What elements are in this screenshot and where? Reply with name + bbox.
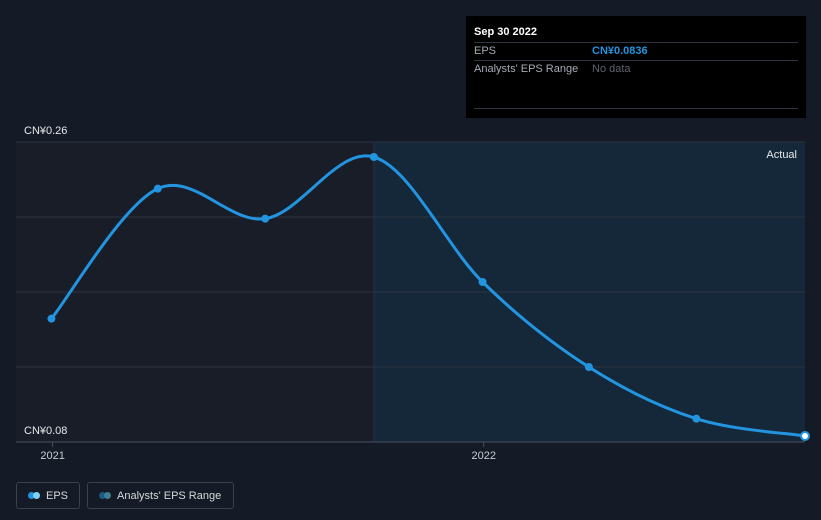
tooltip-range-label: Analysts' EPS Range <box>474 63 579 75</box>
eps-data-point <box>584 363 593 371</box>
legend-item-analysts-range[interactable]: Analysts' EPS Range <box>87 482 234 509</box>
eps-data-point <box>478 278 487 286</box>
eps-data-point <box>692 414 701 423</box>
legend-range-dot-2 <box>104 492 111 499</box>
tooltip-range-value: No data <box>592 63 631 75</box>
y-axis-label-min: CN¥0.08 <box>24 425 67 437</box>
tooltip: Sep 30 2022 EPS CN¥0.0836 Analysts' EPS … <box>466 16 806 118</box>
eps-data-point <box>261 214 270 223</box>
legend-range-swatch <box>99 492 111 499</box>
eps-data-point <box>369 153 378 161</box>
x-tick-label: 2022 <box>471 450 495 462</box>
legend-eps-label: EPS <box>46 489 69 502</box>
x-tick-label: 2021 <box>40 450 64 462</box>
eps-data-point <box>153 184 162 193</box>
legend-range-dot-1 <box>99 492 106 499</box>
tooltip-divider <box>474 108 798 109</box>
tooltip-row-range: Analysts' EPS Range No data <box>474 60 798 78</box>
tooltip-eps-value: CN¥0.0836 <box>592 45 648 57</box>
legend-item-eps[interactable]: EPS <box>16 482 80 509</box>
eps-data-point <box>800 431 810 441</box>
tooltip-row-eps: EPS CN¥0.0836 <box>474 42 798 60</box>
tooltip-eps-label: EPS <box>474 45 497 57</box>
legend-range-label: Analysts' EPS Range <box>117 489 222 502</box>
legend-eps-dot-1 <box>28 492 35 499</box>
legend-eps-swatch <box>28 492 40 499</box>
eps-data-point <box>47 314 56 323</box>
actual-label: Actual <box>766 149 797 161</box>
y-axis-label-max: CN¥0.26 <box>24 125 67 137</box>
tooltip-date: Sep 30 2022 <box>474 26 537 38</box>
legend-eps-dot-2 <box>33 492 40 499</box>
